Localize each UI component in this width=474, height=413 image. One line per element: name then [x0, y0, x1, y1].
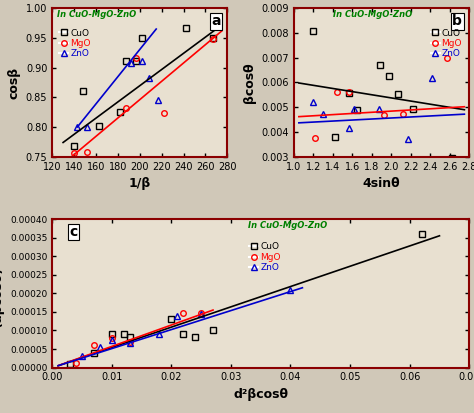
Y-axis label: cosβ: cosβ: [7, 66, 20, 99]
Y-axis label: (dβcosθ)²: (dβcosθ)²: [0, 260, 4, 327]
Text: In CuO-MgO-ZnO: In CuO-MgO-ZnO: [57, 10, 137, 19]
Legend: CuO, MgO, ZnO: CuO, MgO, ZnO: [248, 242, 282, 273]
Y-axis label: βcosθ: βcosθ: [243, 62, 256, 103]
X-axis label: d²βcosθ: d²βcosθ: [233, 388, 288, 401]
X-axis label: 4sinθ: 4sinθ: [363, 177, 401, 190]
Text: In CuO-MgO-ZnO: In CuO-MgO-ZnO: [333, 10, 412, 19]
Text: a: a: [211, 14, 220, 28]
Text: In CuO-MgO-ZnO: In CuO-MgO-ZnO: [248, 221, 328, 230]
Text: b: b: [452, 14, 462, 28]
Text: c: c: [69, 225, 77, 239]
Legend: CuO, MgO, ZnO: CuO, MgO, ZnO: [430, 28, 463, 59]
Legend: CuO, MgO, ZnO: CuO, MgO, ZnO: [58, 28, 91, 59]
X-axis label: 1/β: 1/β: [128, 177, 151, 190]
